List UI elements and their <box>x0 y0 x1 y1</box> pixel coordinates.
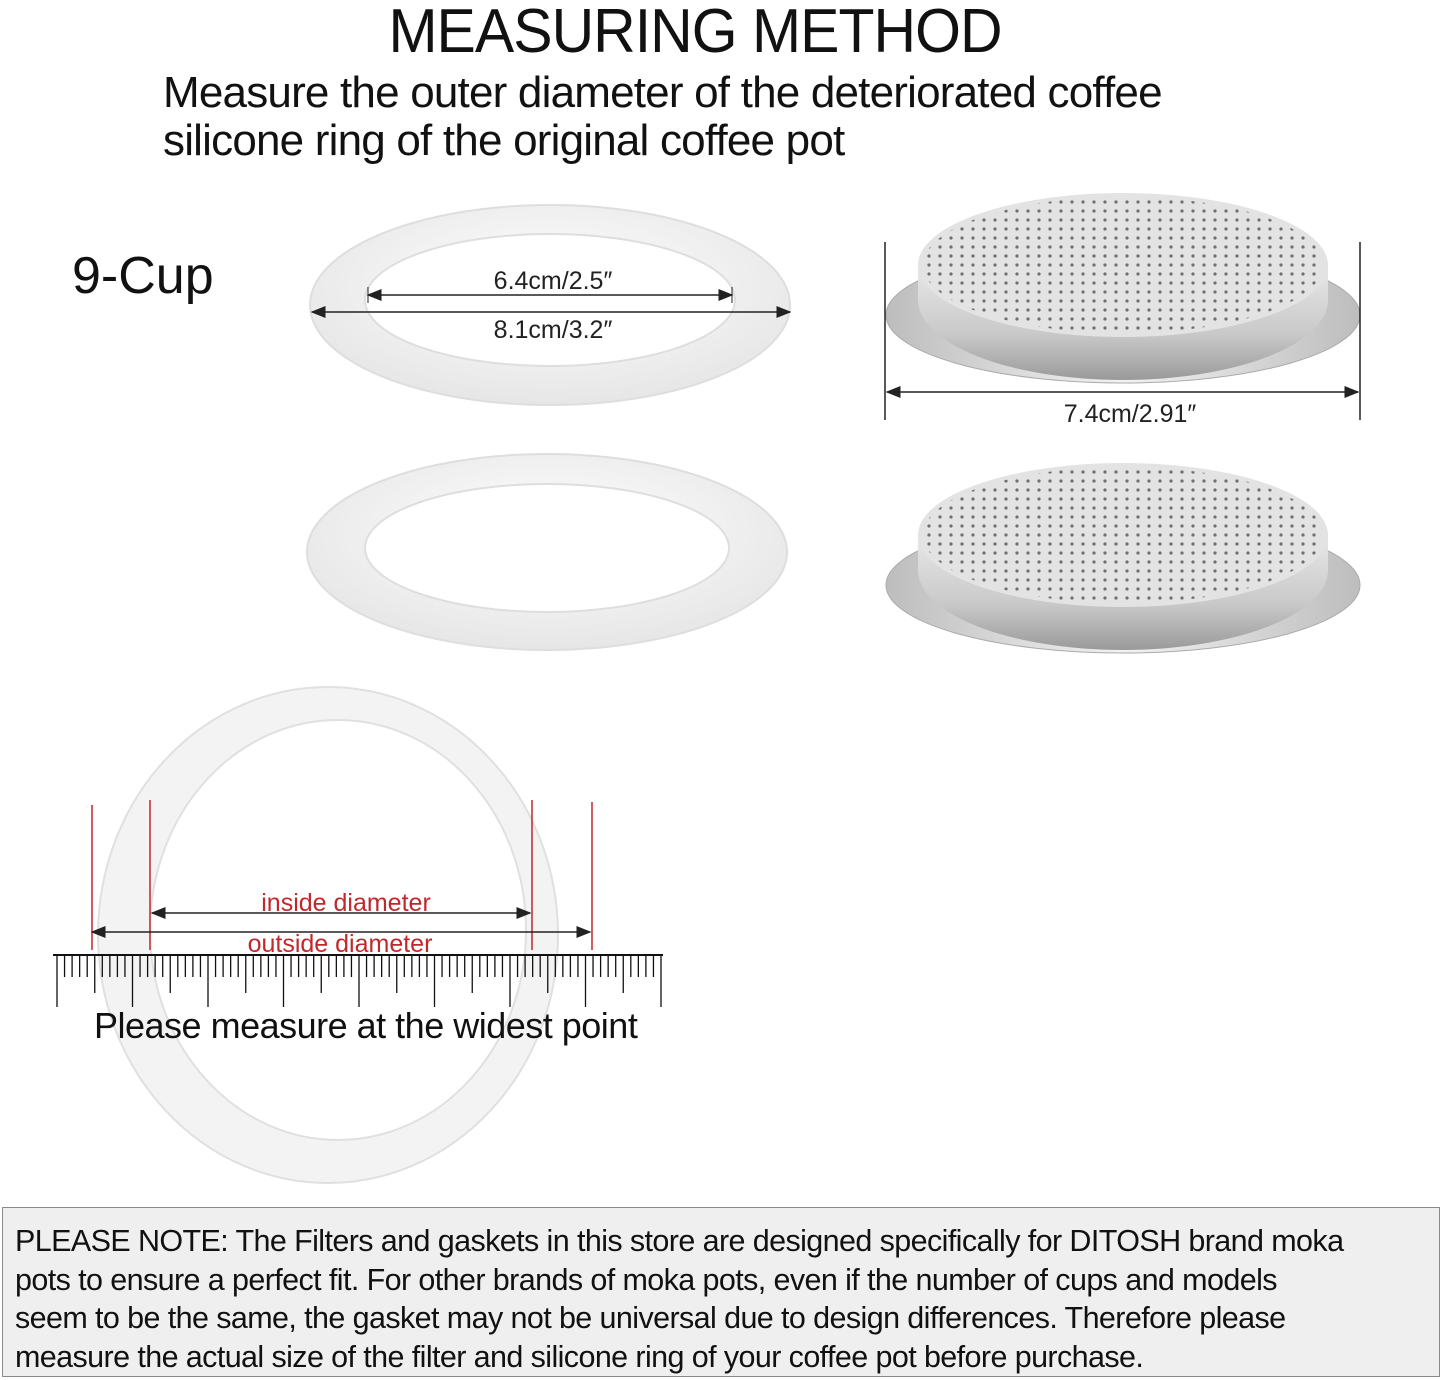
gasket-bottom <box>305 453 789 651</box>
page-title: MEASURING METHOD <box>388 0 1002 66</box>
filter-diameter-label: 7.4cm/2.91″ <box>1064 400 1197 428</box>
outside-diameter-label: outside diameter <box>248 930 433 958</box>
subtitle-line-2: silicone ring of the original coffee pot <box>163 116 845 165</box>
inside-diameter-label: inside diameter <box>261 889 431 917</box>
subtitle-line-1: Measure the outer diameter of the deteri… <box>163 68 1163 117</box>
note-line: seem to be the same, the gasket may not … <box>15 1301 1286 1335</box>
note-line: PLEASE NOTE: The Filters and gaskets in … <box>15 1224 1344 1258</box>
gasket-inner-label: 6.4cm/2.5″ <box>494 267 613 295</box>
ruler <box>53 954 663 1007</box>
filter-top <box>885 193 1361 384</box>
filter-dimension <box>884 242 1361 420</box>
diameter-markers <box>90 800 593 950</box>
filter-bottom <box>885 463 1361 654</box>
note-box: PLEASE NOTE: The Filters and gaskets in … <box>2 1207 1440 1377</box>
measure-instruction: Please measure at the widest point <box>94 1005 638 1046</box>
gasket-inner-dimension <box>366 287 734 303</box>
note-line: pots to ensure a perfect fit. For other … <box>15 1262 1277 1297</box>
gasket-outer-label: 8.1cm/3.2″ <box>494 316 613 344</box>
note-line: measure the actual size of the filter an… <box>15 1339 1144 1374</box>
gasket-top <box>308 204 792 406</box>
cup-size-label: 9-Cup <box>72 247 214 305</box>
